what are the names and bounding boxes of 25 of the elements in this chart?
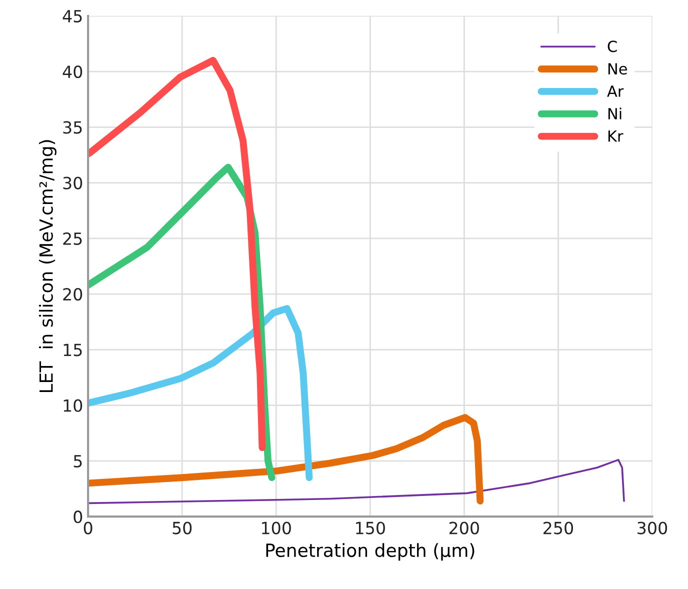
y-axis-title: LET in silicon (MeV.cm²/mg) xyxy=(38,140,56,392)
x-tick-label: 300 xyxy=(638,522,668,534)
x-tick-label: 250 xyxy=(544,522,573,534)
x-tick-label: 100 xyxy=(262,522,291,534)
legend-label: Kr xyxy=(608,130,624,142)
legend-label: Ar xyxy=(607,86,624,97)
y-tick-label: 20 xyxy=(63,288,82,301)
y-tick-label: 5 xyxy=(74,455,82,468)
x-tick-label: 0 xyxy=(84,522,92,534)
y-tick-label: 45 xyxy=(62,10,82,22)
y-tick-label: 30 xyxy=(63,176,82,190)
y-tick-label: 0 xyxy=(74,510,82,524)
line-series xyxy=(88,458,625,504)
y-tick-label: 35 xyxy=(63,121,82,134)
x-tick-label: 200 xyxy=(449,522,479,534)
x-tick-label: 50 xyxy=(172,522,192,534)
y-tick-label: 25 xyxy=(63,232,82,245)
y-tick-label: 40 xyxy=(62,65,82,78)
x-tick-label: 150 xyxy=(356,522,385,534)
legend-label: C xyxy=(608,40,617,52)
y-tick-label: 10 xyxy=(64,399,82,412)
legend-label: Ni xyxy=(608,108,622,120)
x-axis-title: Penetration depth (µm) xyxy=(266,543,474,561)
y-tick-label: 15 xyxy=(64,344,82,356)
legend-label: Ne xyxy=(608,63,627,75)
